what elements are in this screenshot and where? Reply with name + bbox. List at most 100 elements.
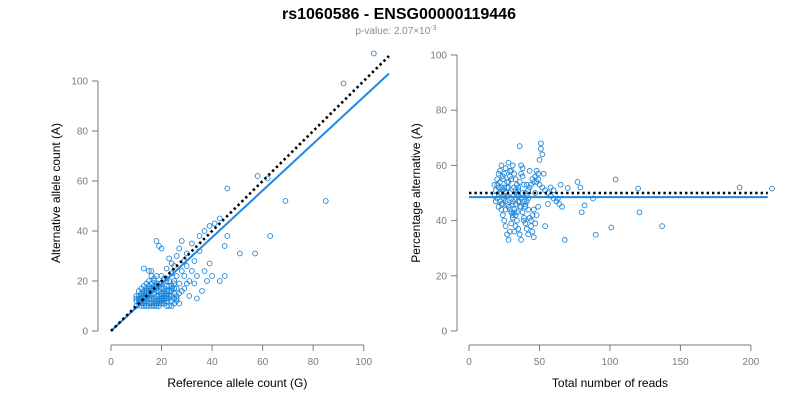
right-data-point [526,184,533,191]
right-data-point [530,234,537,241]
left-expected-line [110,55,390,332]
right-data-point [561,237,568,243]
right-x-tick-label: 200 [743,357,760,368]
left-data-point [221,273,228,279]
right-y-tick-label: 0 [441,327,447,338]
right-data-point [501,217,508,224]
p-value-text: p-value: 2.07×10 [355,26,430,37]
right-data-point [522,201,529,207]
left-x-tick-label: 20 [156,357,168,368]
right-data-point [523,198,530,205]
right-data-point [509,162,516,169]
left-y-tick-label: 20 [77,277,89,288]
right-x-tick-label: 0 [466,357,472,368]
right-data-point [554,195,561,202]
right-data-point [494,176,501,183]
left-data-point [141,265,147,272]
right-data-point [512,187,519,194]
left-data-point [189,268,195,274]
right-data-point [509,201,516,207]
right-data-point [528,223,534,229]
right-x-axis-label: Total number of reads [552,376,668,390]
right-data-point [497,179,503,185]
left-data-point [156,300,162,307]
allele-count-scatter-panel: 0 20 40 60 80 100 0 20 40 60 80 100 Reference allele… [49,50,390,390]
left-data-point [148,273,155,279]
right-data-point [581,202,588,209]
left-data-point [206,260,213,267]
right-data-point [526,214,533,221]
right-data-point [539,151,546,158]
right-data-point [538,140,544,147]
right-data-point [532,173,539,180]
left-data-point [237,250,243,257]
left-data-point [267,233,274,239]
right-data-point [556,201,563,207]
right-y-tick-label: 80 [436,106,448,117]
right-data-point [508,195,515,202]
right-data-point [501,192,508,199]
right-data-point [547,184,554,191]
right-data-point [516,231,523,238]
left-data-point [216,215,223,222]
right-data-point [501,195,508,202]
right-data-point [525,195,532,202]
right-data-point [494,195,501,202]
right-y-tick-label: 60 [436,161,448,172]
right-y-tick-label: 20 [436,271,448,282]
left-y-tick-label: 100 [71,77,88,88]
right-data-point [526,168,533,174]
right-data-point [608,224,615,231]
right-data-point [504,201,510,207]
right-data-point [518,237,524,243]
right-data-point [505,159,512,166]
left-y-axis-label: Alternative allele count (A) [49,123,63,263]
right-data-point [577,184,584,191]
right-data-point [536,157,543,163]
right-data-point [521,214,527,221]
right-data-point [540,170,547,177]
right-data-point [499,173,506,180]
left-data-point [340,80,347,87]
right-data-point [559,203,565,210]
left-data-point [166,255,172,262]
right-data-point [514,217,520,224]
right-data-point [512,176,519,183]
right-data-point [495,170,502,177]
right-data-point [557,181,564,188]
right-data-point [512,212,519,218]
right-x-tick-label: 100 [602,357,619,368]
right-data-point [521,198,527,205]
left-y-tick-label: 80 [77,127,89,138]
left-data-point [163,265,170,272]
left-data-point [186,293,193,299]
left-data-point [178,238,185,244]
right-data-point [511,209,517,216]
left-x-tick-label: 80 [308,357,320,368]
left-data-point [216,278,223,284]
left-data-point [173,253,180,259]
right-data-point [509,212,516,218]
right-data-point [499,212,506,218]
left-data-point [282,198,289,204]
right-data-point [578,209,585,216]
right-data-point [519,209,526,216]
left-data-point [322,198,329,204]
right-data-point [491,181,498,188]
right-data-point [528,217,534,224]
left-data-point [171,278,178,284]
right-data-point [498,184,505,191]
right-data-point [505,203,512,210]
right-data-point [498,162,505,169]
left-y-tick-label: 40 [77,227,89,238]
right-data-point [499,176,506,183]
right-data-point [538,145,544,152]
right-data-point [535,176,541,183]
left-data-point [224,233,231,239]
left-data-point [224,185,231,192]
right-data-point [533,212,540,218]
left-data-point [158,245,165,252]
right-data-point [590,195,596,202]
right-data-point [525,206,532,213]
right-x-tick-label: 50 [534,357,546,368]
